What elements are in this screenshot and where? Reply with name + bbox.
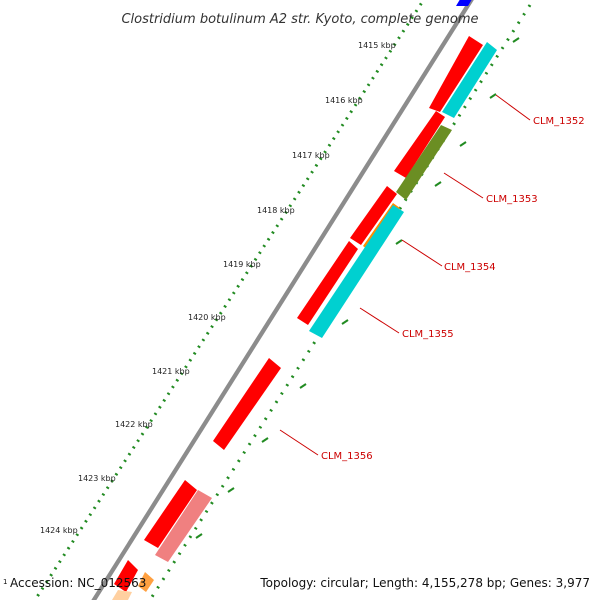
ruler-label: 1417 kbp	[292, 151, 330, 160]
ruler-label: 1419 kbp	[223, 260, 261, 269]
ruler-label: 1420 kbp	[188, 313, 226, 322]
ruler-label: 1418 kbp	[257, 206, 295, 215]
gene-arrow	[442, 42, 497, 118]
gene-arrow	[144, 480, 197, 548]
outer-dotted-ring	[33, 0, 426, 600]
gene-label: CLM_1352	[533, 116, 585, 127]
gene-arrow	[394, 111, 445, 178]
forward-strand-features	[114, 36, 483, 592]
gene-arrow	[213, 358, 281, 450]
gene-arrow	[429, 36, 483, 112]
gene-labels: CLM_1352 CLM_1353 CLM_1354 CLM_1355 CLM_…	[321, 116, 585, 462]
gene-arrow	[297, 241, 358, 325]
ruler-label: 1416 kbp	[325, 96, 363, 105]
gene-label: CLM_1353	[486, 194, 538, 205]
gene-arrow	[138, 572, 154, 592]
corner-mark: 1	[3, 578, 7, 586]
ruler-label: 1424 kbp	[40, 526, 78, 535]
gene-label: CLM_1356	[321, 451, 373, 462]
gene-arrow	[112, 590, 132, 600]
gene-label: CLM_1355	[402, 329, 454, 340]
summary-label: Topology: circular; Length: 4,155,278 bp…	[259, 576, 590, 590]
ruler-label: 1421 kbp	[152, 367, 190, 376]
ruler-label: 1423 kbp	[78, 474, 116, 483]
ruler-label: 1422 kbp	[115, 420, 153, 429]
gene-label: CLM_1354	[444, 262, 496, 273]
gene-arrow	[309, 205, 404, 338]
ruler-labels: 1415 kbp 1416 kbp 1417 kbp 1418 kbp 1419…	[40, 41, 396, 535]
gene-callouts	[279, 94, 531, 456]
ruler-label: 1415 kbp	[358, 41, 396, 50]
gene-arrow	[114, 560, 138, 592]
blue-feature	[456, 0, 472, 6]
map-title: Clostridium botulinum A2 str. Kyoto, com…	[121, 12, 478, 27]
accession-label: Accession: NC_012563	[10, 576, 146, 590]
gene-arrow	[155, 490, 212, 562]
reverse-strand-features	[112, 42, 497, 600]
backbone-ring	[91, 0, 475, 600]
ruler-minor-ticks	[195, 37, 520, 539]
gene-arrow	[396, 125, 452, 200]
gene-arrow	[350, 186, 397, 245]
backbone-inner-edge	[96, 0, 476, 600]
